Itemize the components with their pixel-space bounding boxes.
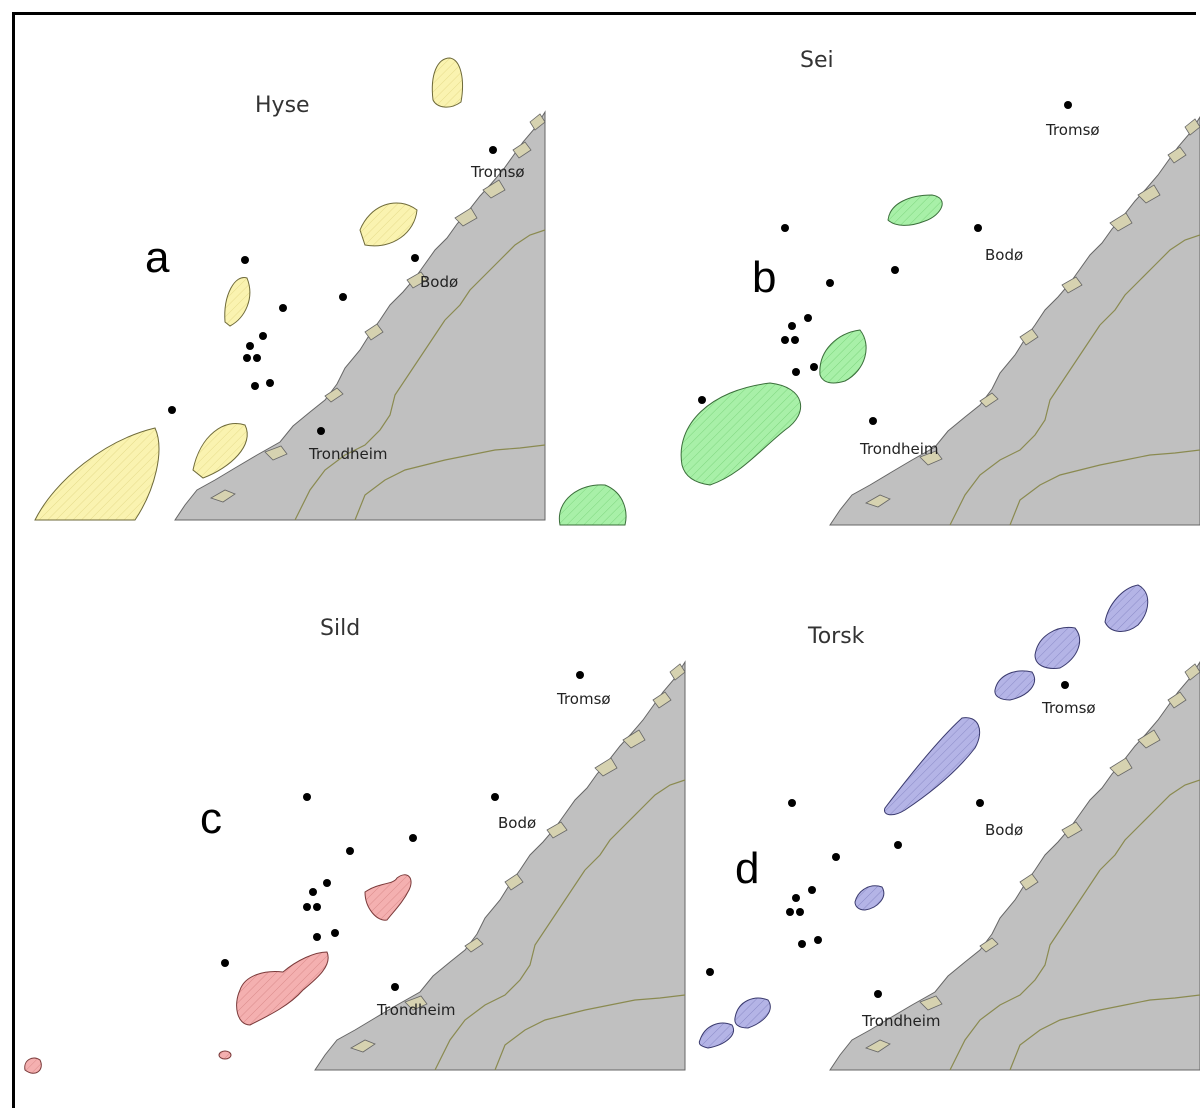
panel-letter: d: [735, 844, 759, 893]
distribution-area: [192, 423, 248, 479]
distribution-area: [1104, 584, 1149, 632]
city-label: Tromsø: [1041, 699, 1096, 717]
city-label: Trondheim: [308, 445, 388, 463]
city-trondheim: Trondheim: [308, 427, 388, 463]
distribution-area: [236, 951, 329, 1026]
distribution-area: [218, 1050, 232, 1060]
city-label: Tromsø: [1045, 121, 1100, 139]
city-trondheim: Trondheim: [861, 990, 941, 1030]
panel-title: Sild: [320, 616, 360, 641]
panel-title: Sei: [800, 48, 834, 73]
panel-letter: b: [752, 253, 776, 302]
station-dots: [168, 256, 347, 414]
distribution-area: [819, 329, 867, 384]
distribution-area: [34, 427, 160, 521]
map-figure-frame: [12, 12, 1196, 1108]
station-dots: [221, 793, 417, 967]
station-dots: [698, 224, 899, 404]
city-bodo: Bodø: [491, 793, 536, 832]
panel-sild: Sild c Tromsø Bodø Trondheim: [24, 616, 686, 1074]
panel-title: Hyse: [255, 93, 310, 118]
city-label: Trondheim: [861, 1012, 941, 1030]
distribution-area: [698, 1022, 734, 1049]
city-tromso: Tromsø: [1041, 681, 1096, 717]
panel-letter: c: [200, 794, 222, 843]
panel-sei: Sei b Tromsø Bodø Trondheim: [558, 48, 1200, 526]
distribution-area: [887, 194, 943, 226]
panel-torsk: Torsk d Tromsø Bodø Trondheim: [698, 584, 1200, 1071]
distribution-area: [364, 874, 412, 921]
distribution-area: [883, 717, 980, 816]
city-label: Bodø: [985, 246, 1023, 264]
panel-title: Torsk: [807, 624, 865, 649]
distribution-area: [558, 484, 627, 526]
city-bodo: Bodø: [411, 254, 458, 291]
city-trondheim: Trondheim: [859, 417, 939, 458]
distribution-area: [1034, 626, 1080, 669]
distribution-area: [24, 1057, 42, 1074]
city-label: Bodø: [420, 273, 458, 291]
distribution-area: [994, 670, 1035, 701]
panel-hyse: Hyse a Tromsø Bodø Trondheim: [34, 57, 546, 521]
distribution-area: [431, 57, 464, 108]
city-bodo: Bodø: [976, 799, 1023, 839]
city-tromso: Tromsø: [470, 146, 525, 181]
city-label: Tromsø: [556, 690, 611, 708]
distribution-area: [224, 277, 251, 327]
city-label: Trondheim: [859, 440, 939, 458]
distribution-area: [854, 885, 885, 911]
city-label: Bodø: [498, 814, 536, 832]
distribution-area: [734, 997, 771, 1029]
city-tromso: Tromsø: [556, 671, 611, 708]
distribution-area: [359, 202, 418, 247]
city-label: Tromsø: [470, 163, 525, 181]
city-label: Trondheim: [376, 1001, 456, 1019]
distribution-area: [680, 382, 802, 486]
city-bodo: Bodø: [974, 224, 1023, 264]
city-tromso: Tromsø: [1045, 101, 1100, 139]
panel-letter: a: [145, 233, 170, 282]
station-dots: [706, 799, 902, 976]
city-label: Bodø: [985, 821, 1023, 839]
city-trondheim: Trondheim: [376, 983, 456, 1019]
